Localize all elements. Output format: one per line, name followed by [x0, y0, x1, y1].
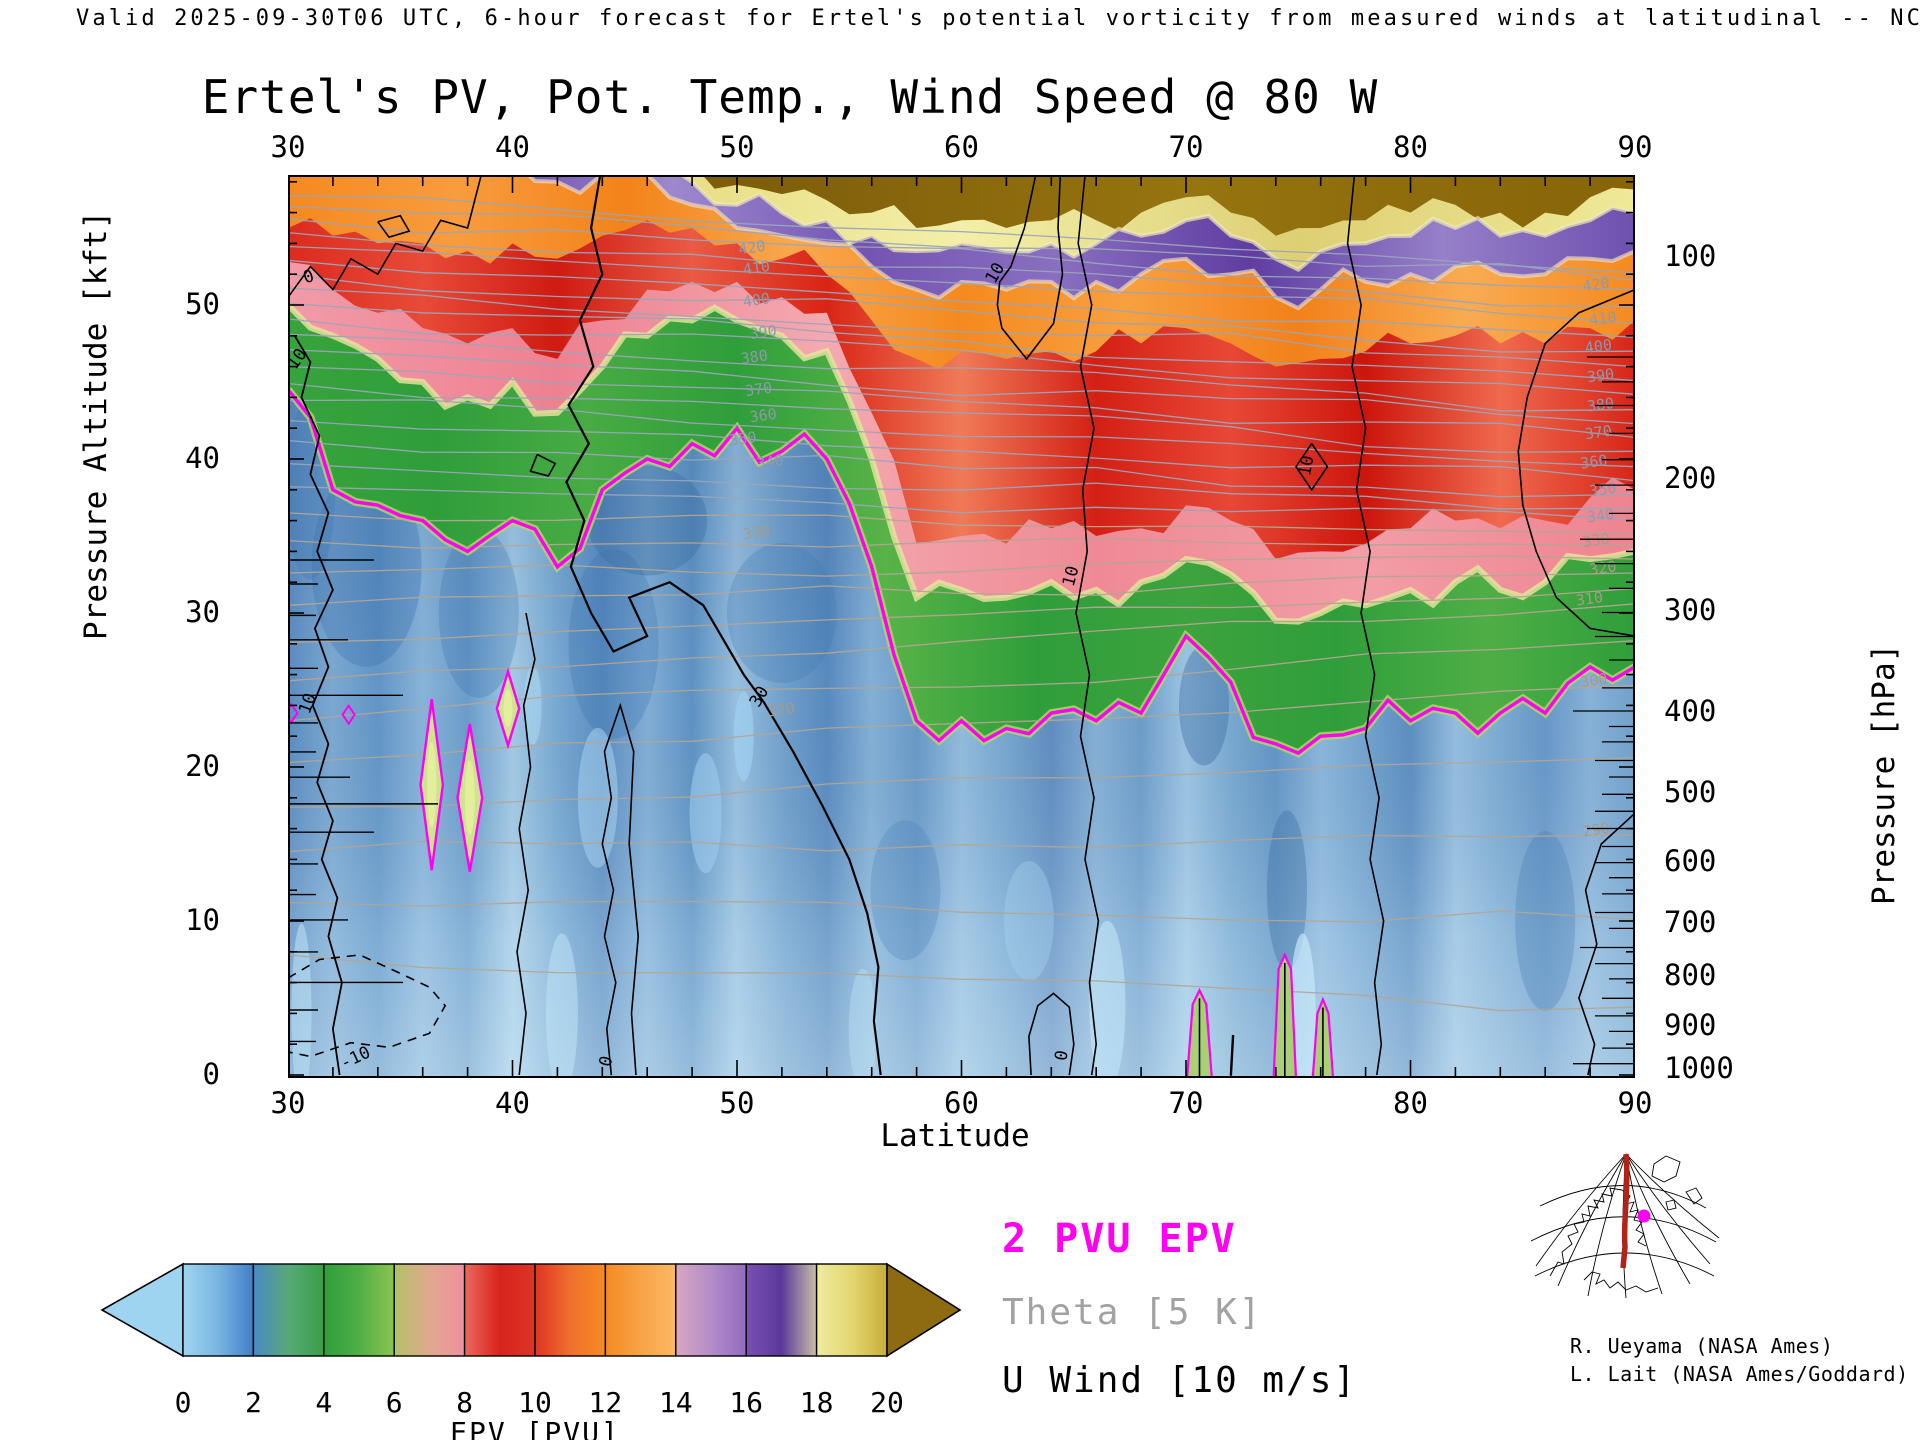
svg-text:10: 10: [518, 1386, 552, 1419]
svg-text:12: 12: [589, 1386, 623, 1419]
page-title: Ertel's PV, Pot. Temp., Wind Speed @ 80 …: [201, 70, 1379, 124]
svg-text:14: 14: [659, 1386, 693, 1419]
y-axis-label-left: Pressure Altitude [kft]: [78, 210, 114, 640]
svg-text:8: 8: [456, 1386, 473, 1419]
svg-text:330: 330: [1581, 529, 1610, 551]
location-map-inset: [1530, 1153, 1720, 1299]
svg-text:370: 370: [744, 379, 773, 401]
svg-text:16: 16: [729, 1386, 763, 1419]
svg-text:370: 370: [1584, 422, 1613, 444]
svg-text:320: 320: [767, 699, 796, 721]
bottom-tick-50: 50: [719, 1086, 755, 1120]
left-tick-50: 50: [185, 287, 220, 321]
colorbar-label: EPV [PVU]: [450, 1416, 620, 1440]
svg-text:410: 410: [1588, 308, 1617, 330]
svg-text:340: 340: [1586, 505, 1615, 527]
svg-text:0: 0: [595, 1054, 617, 1069]
svg-text:390: 390: [749, 322, 778, 344]
svg-text:330: 330: [742, 522, 771, 544]
svg-text:320: 320: [1588, 557, 1617, 579]
svg-text:2: 2: [245, 1386, 262, 1419]
credit-line-1: R. Ueyama (NASA Ames): [1570, 1334, 1834, 1358]
bottom-tick-40: 40: [495, 1086, 530, 1120]
bottom-tick-80: 80: [1393, 1086, 1428, 1120]
right-tick-200: 200: [1664, 461, 1717, 496]
top-tick-80: 80: [1393, 130, 1428, 164]
y-axis-label-right: Pressure [hPa]: [1866, 643, 1902, 905]
right-tick-600: 600: [1664, 844, 1717, 879]
left-tick-0: 0: [202, 1057, 220, 1091]
x-axis-label: Latitude: [880, 1118, 1030, 1154]
svg-text:18: 18: [800, 1386, 834, 1419]
top-tick-70: 70: [1168, 130, 1204, 164]
top-tick-90: 90: [1617, 130, 1653, 164]
right-tick-100: 100: [1664, 239, 1717, 274]
svg-text:350: 350: [728, 428, 757, 450]
svg-text:0: 0: [1051, 1049, 1072, 1063]
svg-text:10: 10: [1295, 454, 1318, 478]
svg-text:360: 360: [749, 405, 778, 427]
svg-text:420: 420: [1581, 274, 1610, 296]
left-tick-20: 20: [185, 749, 220, 783]
validity-header: Valid 2025-09-30T06 UTC, 6-hour forecast…: [76, 6, 1920, 31]
right-tick-900: 900: [1664, 1007, 1717, 1042]
top-tick-60: 60: [944, 130, 979, 164]
legend-u-wind: U Wind [10 m/s]: [1002, 1360, 1358, 1401]
svg-text:300: 300: [1579, 670, 1608, 692]
svg-text:6: 6: [386, 1386, 403, 1419]
svg-text:340: 340: [755, 451, 784, 473]
right-tick-1000: 1000: [1664, 1050, 1734, 1085]
right-tick-800: 800: [1664, 958, 1717, 993]
svg-text:410: 410: [742, 257, 771, 279]
right-tick-500: 500: [1664, 775, 1717, 810]
top-tick-30: 30: [270, 130, 306, 164]
bottom-tick-60: 60: [944, 1086, 979, 1120]
credit-line-2: L. Lait (NASA Ames/Goddard): [1570, 1362, 1909, 1386]
right-tick-400: 400: [1664, 693, 1717, 728]
svg-text:0: 0: [175, 1386, 192, 1419]
svg-text:350: 350: [1588, 479, 1617, 501]
left-tick-30: 30: [185, 595, 220, 629]
svg-text:380: 380: [740, 346, 769, 368]
epv-colorbar: 0 2 4 6 8 10 12 14 16 18 20: [100, 1262, 962, 1419]
svg-text:390: 390: [1586, 365, 1615, 387]
top-tick-40: 40: [495, 130, 530, 164]
svg-text:4: 4: [315, 1386, 332, 1419]
bottom-tick-30: 30: [270, 1086, 306, 1120]
left-tick-40: 40: [185, 441, 220, 475]
svg-text:380: 380: [1586, 394, 1615, 416]
svg-text:420: 420: [737, 237, 766, 259]
top-tick-50: 50: [719, 130, 755, 164]
bottom-tick-70: 70: [1168, 1086, 1204, 1120]
left-tick-10: 10: [185, 903, 220, 937]
legend-theta: Theta [5 K]: [1002, 1292, 1263, 1333]
svg-text:20: 20: [870, 1386, 904, 1419]
svg-text:400: 400: [742, 289, 771, 311]
right-tick-700: 700: [1664, 904, 1717, 939]
right-tick-300: 300: [1664, 593, 1717, 628]
svg-text:310: 310: [1575, 588, 1604, 610]
svg-text:400: 400: [1584, 335, 1613, 357]
legend-2pvu-epv: 2 PVU EPV: [1002, 1216, 1237, 1262]
svg-text:290: 290: [1581, 819, 1610, 841]
bottom-tick-90: 90: [1617, 1086, 1653, 1120]
svg-text:360: 360: [1579, 451, 1608, 473]
